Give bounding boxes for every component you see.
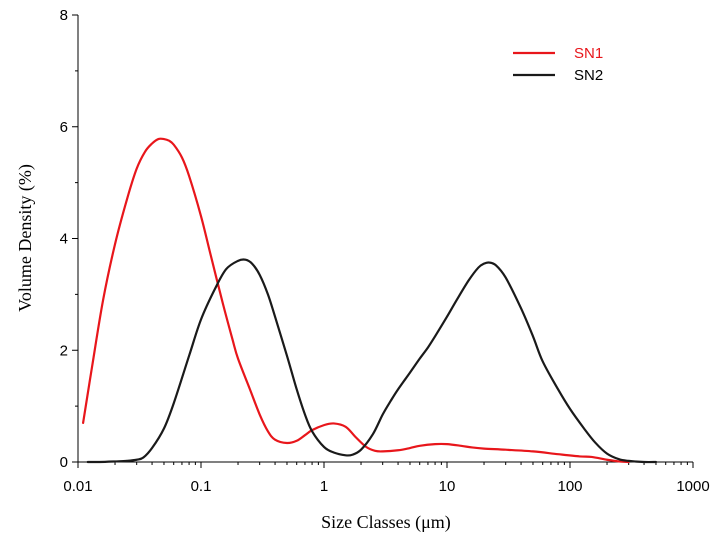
y-tick-label: 6 (60, 119, 68, 136)
x-axis-title: Size Classes (μm) (321, 512, 451, 533)
ticks: 0.01 0.1 1 10 100 1000 0 2 4 6 8 (60, 7, 710, 495)
x-tick-label: 10 (439, 478, 456, 495)
legend-label-sn2: SN2 (574, 67, 603, 84)
y-tick-label: 4 (60, 231, 68, 248)
legend-label-sn1: SN1 (574, 45, 603, 62)
y-tick-label: 8 (60, 7, 68, 24)
x-tick-label: 1 (320, 478, 328, 495)
series-line-sn1 (81, 137, 630, 464)
y-axis-title: Volume Density (%) (15, 164, 36, 312)
x-tick-label: 0.1 (191, 478, 212, 495)
series-layer (81, 137, 658, 464)
y-tick-label: 2 (60, 342, 68, 359)
x-tick-label: 0.01 (63, 478, 92, 495)
x-tick-label: 1000 (676, 478, 709, 495)
series-line-sn2 (86, 258, 658, 464)
y-tick-label: 0 (60, 454, 68, 471)
x-tick-label: 100 (557, 478, 582, 495)
